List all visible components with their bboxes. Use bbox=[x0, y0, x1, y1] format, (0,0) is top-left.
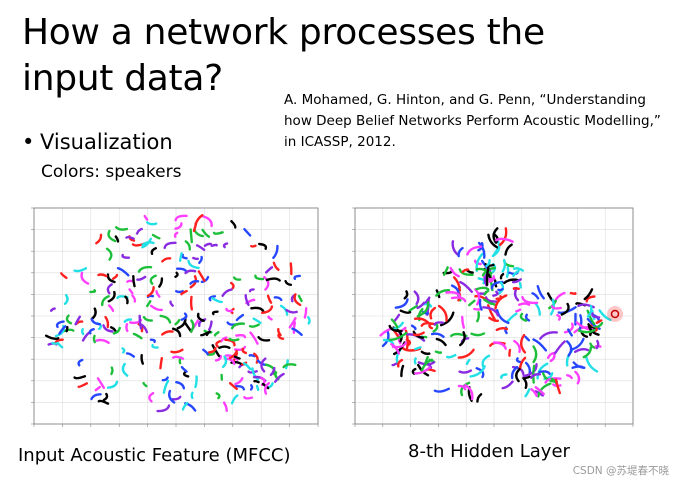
citation: A. Mohamed, G. Hinton, and G. Penn, “Und… bbox=[284, 92, 661, 150]
speaker-strokes bbox=[442, 227, 525, 311]
bullet-visualization: • Visualization bbox=[22, 128, 173, 156]
watermark: CSDN @苏堤春不晓 bbox=[572, 465, 669, 477]
bullet-dot-icon: • bbox=[22, 130, 35, 154]
highlight-marker bbox=[610, 309, 620, 319]
speaker-strokes bbox=[388, 290, 447, 375]
speaker-strokes bbox=[549, 288, 612, 337]
mfcc-tsne-plot bbox=[22, 202, 320, 434]
hidden-layer-scatter-svg bbox=[352, 207, 634, 427]
plot-frame bbox=[31, 207, 319, 427]
speaker-strokes bbox=[44, 214, 311, 413]
bullet-label: Visualization bbox=[40, 130, 173, 154]
hidden-layer-tsne-plot bbox=[345, 202, 635, 434]
mfcc-caption: Input Acoustic Feature (MFCC) bbox=[18, 445, 291, 466]
slide-title: How a network processes the input data? bbox=[22, 12, 545, 99]
hidden-layer-caption: 8-th Hidden Layer bbox=[408, 441, 570, 462]
mfcc-scatter-svg bbox=[31, 207, 319, 427]
sub-bullet: Colors: speakers bbox=[41, 162, 182, 182]
highlight-glow bbox=[607, 306, 623, 322]
